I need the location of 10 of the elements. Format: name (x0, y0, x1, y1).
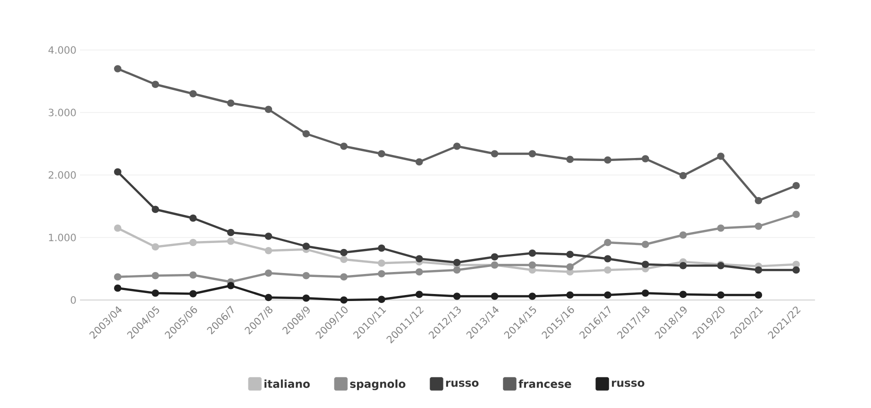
y-tick-label: 4.000 (48, 46, 76, 54)
legend-label: russo (612, 380, 644, 387)
legend-label: spagnolo (350, 379, 406, 390)
legend-label: italiano (264, 379, 310, 388)
y-tick-label: 1.000 (49, 234, 76, 242)
y-tick-label: 0 (70, 296, 76, 304)
legend-label: francese (518, 379, 572, 388)
legend-label: russo (446, 380, 479, 387)
y-tick-label: 3.000 (48, 108, 76, 116)
y-tick-label: 2.000 (48, 171, 76, 179)
